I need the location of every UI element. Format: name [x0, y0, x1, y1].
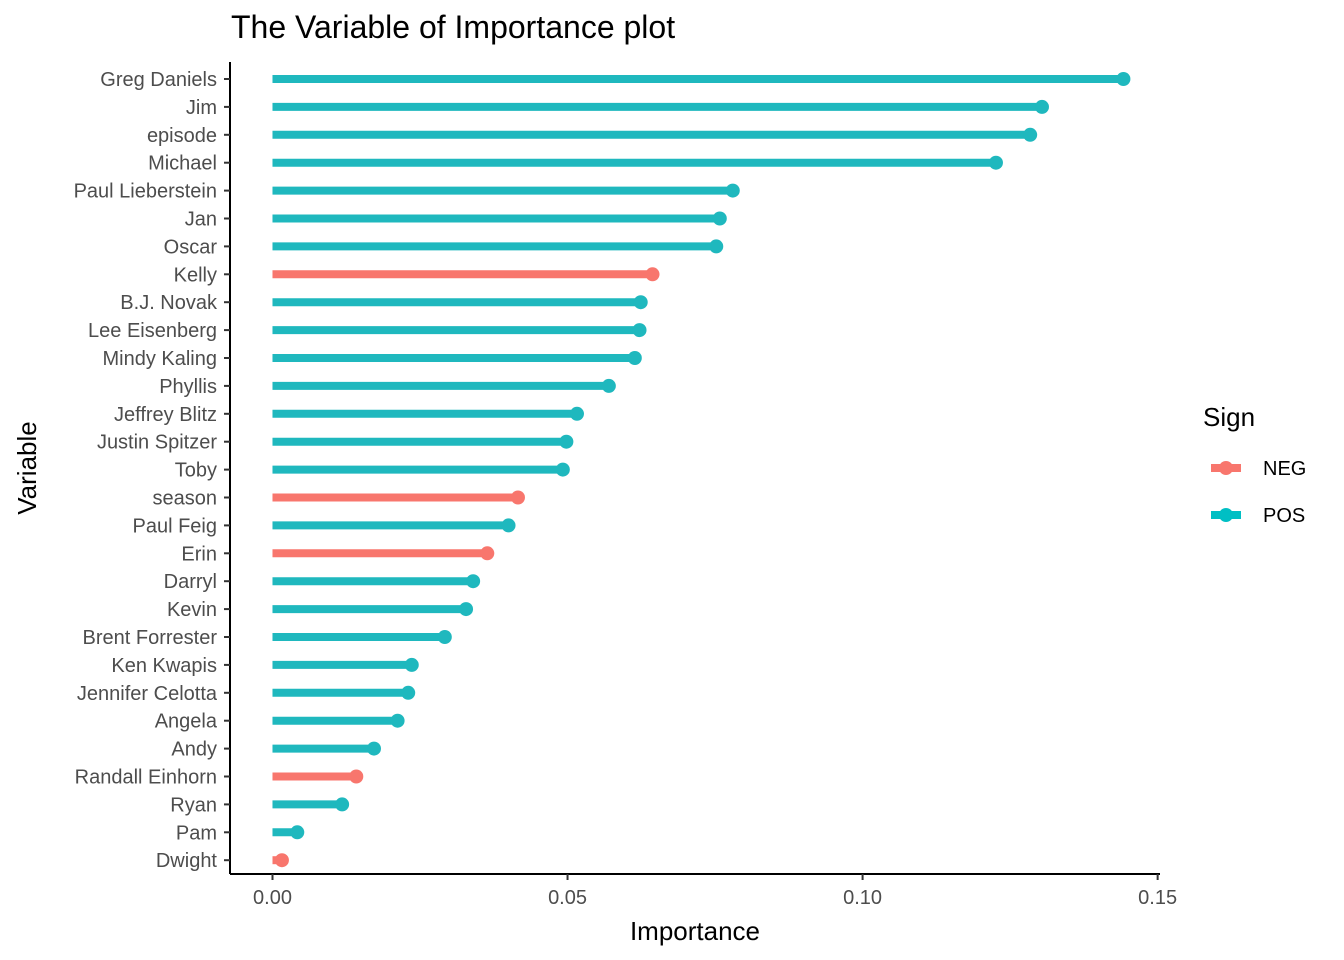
y-tick-label: Jeffrey Blitz [114, 404, 217, 426]
y-tick-label: Kelly [174, 264, 217, 286]
y-tick-label: Lee Eisenberg [88, 320, 217, 342]
lollipop-point [480, 546, 495, 561]
lollipop-point [627, 351, 642, 365]
lollipop-point [1023, 127, 1038, 142]
x-tick-label: 0.15 [1138, 887, 1177, 909]
x-tick-label: 0.00 [253, 887, 292, 909]
y-tick-label: Oscar [164, 236, 218, 258]
lollipop-point [335, 797, 350, 812]
y-tick-label: Michael [148, 153, 217, 175]
y-tick-label: Pam [176, 822, 217, 844]
lollipop-point [988, 155, 1003, 170]
lollipop-point [290, 825, 305, 840]
lollipop-point [559, 434, 574, 449]
y-tick-label: Kevin [167, 599, 217, 621]
y-tick-label: Angela [155, 711, 218, 733]
y-tick-label: Dwight [156, 850, 218, 872]
x-axis-title: Importance [630, 916, 760, 946]
lollipop-point [725, 183, 740, 198]
y-tick-label: Erin [181, 543, 217, 565]
y-axis-title: Variable [12, 421, 42, 514]
legend-key-point [1219, 461, 1233, 475]
lollipop-point [390, 713, 405, 728]
y-tick-label: Paul Lieberstein [74, 181, 217, 203]
y-tick-label: Jim [186, 97, 217, 119]
x-tick-label: 0.10 [843, 887, 882, 909]
legend: Sign NEG POS [1203, 402, 1306, 527]
lollipop-point [349, 769, 364, 784]
x-axis: 0.00 0.05 0.10 0.15 [230, 873, 1177, 909]
y-axis: Greg Daniels Jim episode Michael Paul Lieber… [74, 62, 231, 874]
y-tick-label: Brent Forrester [83, 627, 218, 649]
y-tick-label: Ken Kwapis [111, 655, 217, 677]
legend-label: POS [1263, 505, 1305, 527]
x-tick-label: 0.05 [548, 887, 587, 909]
legend-title: Sign [1203, 402, 1255, 432]
lollipop-point [709, 239, 724, 254]
y-tick-label: Andy [171, 739, 217, 761]
lollipop-point [510, 490, 525, 505]
lollipop-point [712, 211, 727, 226]
lollipop-point [274, 853, 289, 868]
y-tick-label: Paul Feig [133, 515, 218, 537]
y-tick-label: Jan [185, 209, 217, 231]
lollipop-point [459, 602, 474, 617]
lollipop-point [569, 406, 584, 421]
chart-title: The Variable of Importance plot [231, 9, 675, 45]
plot-area [272, 72, 1131, 868]
y-tick-label: season [153, 488, 218, 510]
y-tick-label: B.J. Novak [120, 292, 218, 314]
lollipop-point [1034, 99, 1049, 114]
lollipop-point [404, 657, 419, 672]
lollipop-point [632, 323, 647, 338]
lollipop-point [437, 630, 452, 644]
lollipop-point [601, 378, 616, 393]
lollipop-point [633, 295, 648, 310]
lollipop-point [366, 741, 381, 756]
y-tick-label: Justin Spitzer [97, 432, 217, 454]
y-tick-label: Greg Daniels [100, 69, 217, 91]
y-tick-label: Randall Einhorn [75, 767, 217, 789]
y-tick-label: Mindy Kaling [102, 348, 217, 370]
lollipop-point [466, 574, 481, 589]
y-tick-label: episode [147, 125, 217, 147]
y-tick-label: Phyllis [159, 376, 217, 398]
y-tick-label: Toby [175, 460, 217, 482]
legend-label: NEG [1263, 458, 1306, 480]
y-tick-label: Ryan [170, 794, 217, 816]
y-tick-label: Jennifer Celotta [77, 683, 218, 705]
lollipop-point [1116, 72, 1131, 86]
y-tick-label: Darryl [164, 571, 217, 593]
legend-key-point [1219, 508, 1233, 522]
lollipop-point [501, 518, 516, 533]
lollipop-point [401, 685, 416, 700]
lollipop-point [555, 462, 570, 477]
lollipop-point [645, 267, 660, 282]
